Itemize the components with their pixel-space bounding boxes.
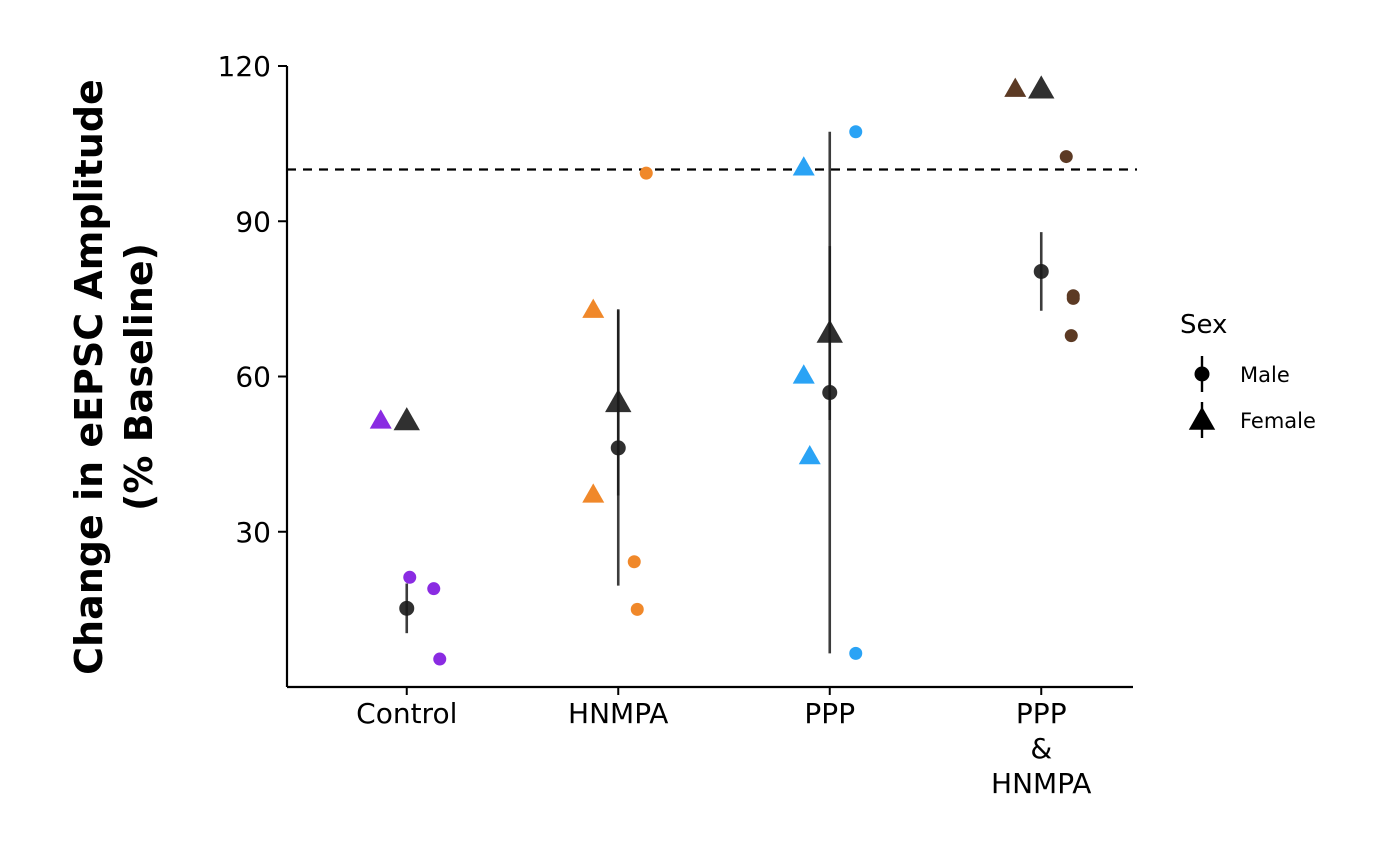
data-point-male (849, 125, 863, 139)
mean-point-female (605, 388, 632, 413)
error-bars (405, 131, 1043, 654)
mean-point-male (610, 440, 626, 456)
y-axis-label-line: Change in eEPSC Amplitude (67, 79, 111, 675)
mean-point-female (393, 407, 420, 431)
x-tick-label-hnmpa: HNMPA (568, 697, 668, 730)
y-tick-label: 90 (235, 205, 271, 238)
mean-point-male (1033, 263, 1049, 279)
x-axis: Control HNMPA PPP PPP & HNMPA (287, 685, 1133, 800)
data-point-female (798, 445, 821, 465)
data-point-male (1066, 291, 1080, 305)
data-point-male (433, 652, 447, 666)
y-axis-label-line: (% Baseline) (117, 243, 161, 511)
data-point-female (792, 156, 815, 176)
data-point-male (427, 582, 441, 596)
x-tick-label-control: Control (356, 697, 457, 730)
mean-point-female (816, 319, 843, 343)
data-point-male (1064, 329, 1078, 343)
data-point-female (582, 298, 605, 318)
data-points (369, 77, 1080, 666)
legend-key-male (1194, 356, 1210, 392)
x-tick-label-ppp: PPP (804, 697, 855, 730)
legend-label-male: Male (1240, 363, 1290, 387)
x-tick-label-ppp-hnmpa: PPP & HNMPA (991, 697, 1091, 800)
y-axis-label: Change in eEPSC Amplitude (% Baseline) (67, 79, 161, 675)
data-point-male (1059, 150, 1073, 164)
data-point-female (1004, 77, 1027, 97)
legend-key-female (1188, 402, 1216, 438)
data-point-female (369, 409, 392, 429)
data-point-female (792, 364, 815, 384)
data-point-male (639, 166, 653, 180)
legend: Sex Male Female (1180, 310, 1316, 438)
summary-points (393, 75, 1055, 616)
legend-title: Sex (1180, 310, 1227, 340)
y-tick-label: 120 (218, 50, 271, 83)
y-axis: 30 60 90 120 (218, 50, 289, 687)
y-tick-label: 30 (235, 516, 271, 549)
y-tick-label: 60 (235, 361, 271, 394)
legend-label-female: Female (1240, 409, 1316, 433)
data-point-female (582, 483, 605, 503)
mean-point-male (822, 385, 838, 401)
data-point-male (627, 555, 641, 569)
mean-point-female (1028, 75, 1055, 99)
data-point-male (630, 602, 644, 616)
data-point-male (849, 646, 863, 660)
mean-point-male (399, 600, 415, 616)
data-point-male (403, 570, 417, 584)
